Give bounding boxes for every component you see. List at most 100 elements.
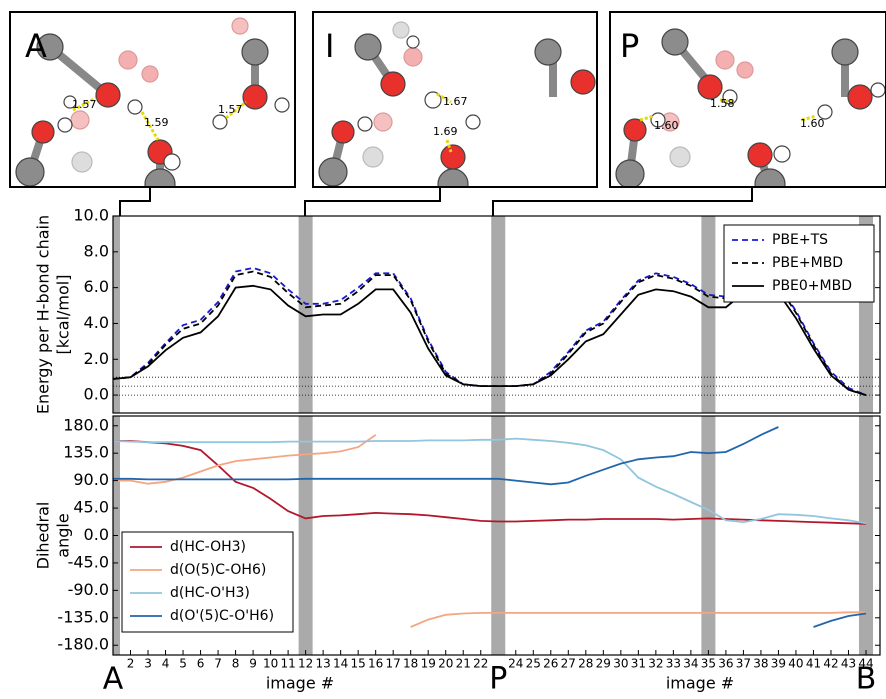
x-tick-label: 17 (386, 657, 401, 671)
x-tick-label: 13 (315, 657, 330, 671)
x-tick-label: 39 (771, 657, 786, 671)
bond-length: 1.67 (443, 95, 468, 108)
connector (493, 187, 752, 216)
y-axis-label: [kcal/mol] (54, 274, 73, 354)
inset-a: A 1.57 1.59 1.57 (16, 18, 289, 199)
x-tick-label: 26 (543, 657, 558, 671)
x-tick-label: 33 (666, 657, 681, 671)
y-tick-label: 0.0 (84, 525, 109, 544)
x-tick-label: 15 (351, 657, 366, 671)
legend-label: d(HC-O'H3) (170, 585, 250, 601)
x-tick-label: 5 (179, 657, 187, 671)
y-tick-label: 6.0 (84, 277, 109, 296)
y-tick-label: 90.0 (73, 470, 109, 489)
y-axis-label: angle (54, 513, 73, 557)
x-tick-label: 31 (631, 657, 646, 671)
x-tick-label: 22 (473, 657, 488, 671)
inset-p: P 1.60 1.58 1.60 (616, 27, 885, 199)
bond-length: 1.57 (72, 98, 97, 111)
legend-label: d(HC-OH3) (170, 539, 246, 555)
y-tick-label: 0.0 (84, 385, 109, 404)
x-tick-label: 19 (421, 657, 436, 671)
y-tick-label: 2.0 (84, 349, 109, 368)
x-tick-label: 7 (214, 657, 222, 671)
x-tick-label: 41 (806, 657, 821, 671)
y-tick-label: -135.0 (57, 607, 109, 626)
bond-length: 1.58 (710, 97, 735, 110)
data-line (113, 439, 866, 524)
inset-label: P (620, 27, 639, 65)
x-tick-label: 40 (788, 657, 803, 671)
connector (305, 187, 440, 216)
y-tick-label: 10.0 (73, 206, 109, 225)
inset-label: A (25, 27, 47, 65)
x-tick-label: 36 (718, 657, 733, 671)
y-axis-label: Dihedral (34, 502, 53, 570)
highlight-band (859, 416, 873, 655)
x-axis-label: image # (266, 674, 334, 693)
x-tick-label: 27 (561, 657, 576, 671)
legend-label: PBE+TS (772, 232, 828, 248)
connector (120, 187, 150, 216)
x-tick-label: 4 (162, 657, 170, 671)
x-tick-label: 16 (368, 657, 383, 671)
inset-i: I 1.67 1.69 (319, 22, 595, 199)
point-label: P (489, 662, 507, 696)
y-tick-label: -90.0 (68, 580, 109, 599)
y-tick-label: 135.0 (63, 443, 109, 462)
bond-length: 1.59 (144, 116, 169, 129)
page: A 1.57 1.59 1.57 I 1.67 1.69 P 1.60 1.58… (0, 0, 886, 699)
x-tick-label: 14 (333, 657, 348, 671)
bond-length: 1.69 (433, 125, 458, 138)
x-tick-label: 21 (456, 657, 471, 671)
x-tick-label: 2 (127, 657, 135, 671)
y-tick-label: 45.0 (73, 498, 109, 517)
highlight-band (701, 216, 715, 413)
inset-label: I (325, 27, 334, 65)
y-tick-label: 8.0 (84, 241, 109, 260)
legend-label: d(O'(5)C-O'H6) (170, 608, 274, 624)
x-tick-label: 3 (144, 657, 152, 671)
data-line (113, 441, 866, 524)
x-tick-label: 32 (648, 657, 663, 671)
x-tick-label: 6 (197, 657, 205, 671)
point-label: A (103, 662, 124, 696)
x-tick-label: 37 (736, 657, 751, 671)
bond-length: 1.57 (218, 103, 243, 116)
highlight-band (491, 416, 505, 655)
legend-label: PBE0+MBD (772, 278, 852, 294)
x-tick-label: 9 (249, 657, 257, 671)
highlight-band (299, 216, 313, 413)
y-tick-label: -45.0 (68, 552, 109, 571)
y-tick-label: -180.0 (57, 635, 109, 654)
legend-label: d(O(5)C-OH6) (170, 562, 266, 578)
x-tick-label: 12 (298, 657, 313, 671)
legend-label: PBE+MBD (772, 255, 843, 271)
x-tick-label: 34 (683, 657, 698, 671)
x-tick-label: 18 (403, 657, 418, 671)
x-tick-label: 28 (578, 657, 593, 671)
highlight-band (491, 216, 505, 413)
x-tick-label: 38 (753, 657, 768, 671)
x-tick-label: 29 (596, 657, 611, 671)
x-tick-label: 8 (232, 657, 240, 671)
bond-length: 1.60 (654, 119, 679, 132)
highlight-band (701, 416, 715, 655)
x-tick-label: 30 (613, 657, 628, 671)
x-tick-label: 24 (508, 657, 523, 671)
y-tick-label: 180.0 (63, 415, 109, 434)
x-tick-label: 43 (841, 657, 856, 671)
point-label: B (856, 662, 877, 696)
x-tick-label: 35 (701, 657, 716, 671)
x-tick-label: 10 (263, 657, 278, 671)
inset-frame (610, 12, 886, 187)
highlight-band (299, 416, 313, 655)
x-tick-label: 42 (823, 657, 838, 671)
figure: A 1.57 1.59 1.57 I 1.67 1.69 P 1.60 1.58… (0, 0, 886, 695)
y-axis-label: Energy per H-bond chain (34, 215, 53, 414)
x-axis-label: image # (666, 674, 734, 693)
x-tick-label: 20 (438, 657, 453, 671)
y-tick-label: 4.0 (84, 313, 109, 332)
bond-length: 1.60 (800, 117, 825, 130)
x-tick-label: 25 (526, 657, 541, 671)
